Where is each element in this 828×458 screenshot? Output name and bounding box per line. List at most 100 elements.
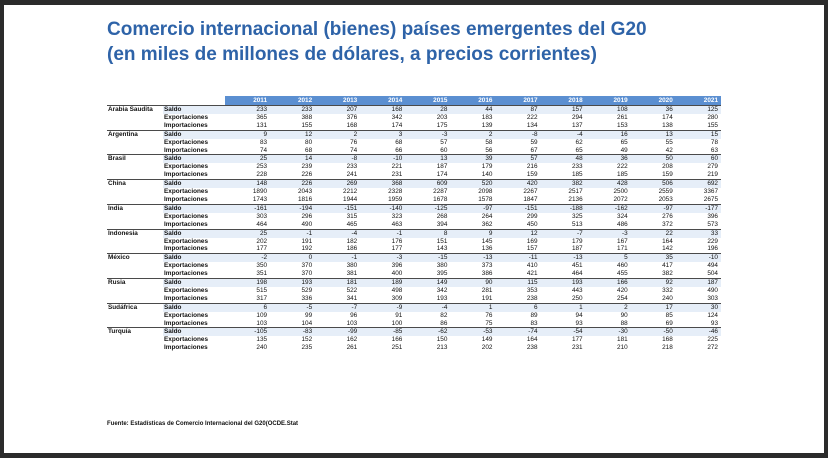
value-cell: 187	[436, 163, 448, 171]
value-cell: 370	[301, 262, 313, 270]
country-cell-empty	[107, 336, 163, 344]
value-cell: 494	[707, 262, 718, 270]
value-cell: 140	[481, 171, 493, 179]
value-cell: 382	[662, 270, 673, 278]
country-name: Brasil	[107, 154, 163, 164]
value-cell: 8	[405, 228, 451, 238]
value-cell: 368	[360, 179, 406, 189]
value-cell: -1	[360, 228, 406, 238]
value-cell: -30	[585, 327, 631, 337]
value-cell: 229	[707, 237, 718, 245]
value-cell: 182	[346, 237, 358, 245]
value-cell: -50	[630, 327, 676, 337]
value-cell: 210	[617, 344, 628, 352]
value-cell: 222	[617, 163, 628, 171]
value-cell: 80	[305, 138, 313, 146]
value-cell: -7	[540, 228, 586, 238]
value-cell: 65	[620, 138, 628, 146]
value-cell: 1944	[343, 195, 358, 203]
value-cell: 93	[710, 319, 718, 327]
value-cell: 108	[585, 104, 631, 114]
value-cell: 60	[440, 146, 448, 154]
table-row: Exportaciones 350 370 380 396 380 373 410 451 460…	[107, 262, 721, 270]
value-cell: 513	[571, 220, 583, 228]
value-cell: 342	[391, 113, 403, 121]
value-cell: -54	[540, 327, 586, 337]
value-cell: 464	[571, 270, 583, 278]
country-name: Argentina	[107, 129, 163, 139]
country-cell-empty	[107, 188, 163, 196]
value-cell: 59	[530, 138, 538, 146]
value-cell: 1959	[388, 195, 403, 203]
value-cell: 1743	[252, 195, 268, 203]
metric-label: Exportaciones	[164, 237, 209, 245]
header-year: 2021	[675, 96, 721, 106]
value-cell: 17	[630, 302, 676, 312]
value-cell: 317	[256, 294, 268, 302]
value-cell: 16	[585, 129, 631, 139]
value-cell: -74	[495, 327, 541, 337]
value-cell: 174	[662, 113, 673, 121]
value-cell: 162	[346, 336, 358, 344]
metric-label: Exportaciones	[164, 188, 209, 196]
value-cell: 1	[450, 302, 496, 312]
value-cell: -151	[495, 203, 541, 213]
country-cell-empty	[107, 213, 163, 221]
value-cell: -151	[315, 203, 361, 213]
value-cell: 3367	[703, 188, 718, 196]
metric-label: Importaciones	[164, 195, 208, 203]
value-cell: 353	[526, 286, 538, 294]
value-cell: 382	[540, 179, 586, 189]
metric-label: Importaciones	[164, 121, 208, 129]
header-year: 2020	[630, 96, 676, 106]
value-cell: 216	[526, 163, 538, 171]
value-cell: 103	[346, 319, 358, 327]
country-name: Rusia	[107, 278, 163, 287]
value-cell: 2559	[658, 188, 673, 196]
value-cell: 522	[346, 286, 358, 294]
value-cell: 88	[620, 319, 628, 327]
value-cell: 9	[225, 129, 271, 139]
table-row: India Saldo -161 -194 -151 -140 -125 -97 -151 -18…	[107, 203, 721, 213]
value-cell: 394	[436, 220, 448, 228]
table-body: Arabia Saudita Saldo 233 233 207 168 28 44 87 157…	[107, 104, 721, 353]
value-cell: 191	[301, 237, 313, 245]
country-name: Indonesia	[107, 228, 163, 238]
country-cell-empty	[107, 147, 163, 155]
metric-label: Importaciones	[164, 245, 208, 253]
value-cell: 373	[481, 262, 493, 270]
value-cell: 168	[346, 121, 358, 129]
metric-label: Exportaciones	[164, 311, 209, 319]
value-cell: 2043	[297, 188, 313, 196]
metric-label: Exportaciones	[164, 336, 209, 344]
value-cell: 573	[707, 220, 718, 228]
value-cell: 93	[575, 319, 583, 327]
value-cell: 99	[305, 311, 313, 319]
value-cell: 151	[436, 237, 448, 245]
table-row: Sudáfrica Saldo 6 -5 -7 -9 -4 1 6 1 2 17 30	[107, 302, 721, 312]
value-cell: 157	[540, 104, 586, 114]
metric-label: Importaciones	[164, 319, 208, 327]
metric-label: Saldo	[163, 327, 225, 337]
value-cell: 380	[436, 262, 448, 270]
value-cell: 506	[630, 179, 676, 189]
value-cell: 332	[662, 286, 673, 294]
value-cell: 176	[391, 237, 403, 245]
header-year: 2011	[225, 96, 271, 106]
value-cell: 2098	[478, 188, 493, 196]
value-cell: 251	[391, 344, 403, 352]
value-cell: 85	[665, 311, 673, 319]
table-row: Rusia Saldo 198 193 181 189 149 90 115 193 166 92 18…	[107, 278, 721, 287]
value-cell: 94	[575, 311, 583, 319]
value-cell: 372	[662, 220, 673, 228]
value-cell: -4	[540, 129, 586, 139]
country-cell-empty	[107, 114, 163, 122]
table-row: Exportaciones 515 529 522 498 342 281 353 443 420…	[107, 287, 721, 295]
table-row: Importaciones 317 336 341 309 193 191 238 250 254…	[107, 295, 721, 303]
table-row: Exportaciones 253 239 233 221 187 179 216 233 222…	[107, 163, 721, 171]
value-cell: -10	[360, 154, 406, 164]
value-cell: -85	[360, 327, 406, 337]
value-cell: 365	[256, 113, 268, 121]
value-cell: -194	[270, 203, 316, 213]
value-cell: -10	[675, 253, 721, 263]
